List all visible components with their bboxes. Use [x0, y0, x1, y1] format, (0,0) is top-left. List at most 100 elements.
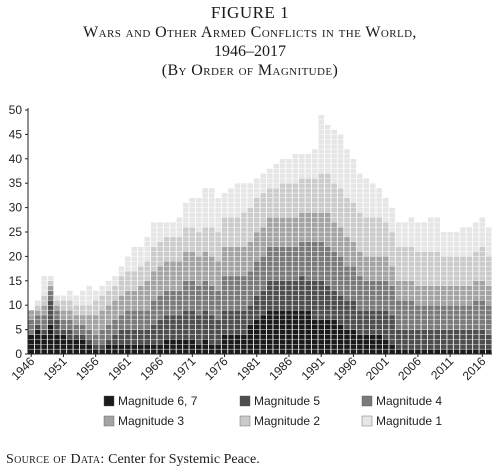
bar-segment-m1: [466, 246, 473, 252]
bar-segment-m4: [86, 329, 93, 335]
bar-segment-m4: [221, 290, 228, 296]
bar-segment-m1: [485, 241, 492, 247]
bar-segment-m3: [272, 241, 280, 247]
bar-segment-m3: [150, 295, 157, 301]
bar-segment-m1: [440, 241, 447, 247]
bar-segment-m2: [472, 261, 480, 267]
bar-segment-m5: [189, 329, 196, 335]
bar-segment-m1: [330, 134, 338, 140]
bar-segment-m3: [189, 261, 196, 267]
bar-segment-m5: [421, 339, 428, 345]
bar-segment-m67: [247, 339, 254, 345]
bar-segment-m1: [324, 143, 331, 150]
bar-segment-m2: [111, 285, 119, 291]
bar-segment-m5: [414, 339, 422, 345]
bar-segment-m1: [369, 192, 376, 199]
bar-segment-m3: [182, 261, 190, 267]
bar-segment-m2: [363, 251, 370, 257]
bar-segment-m67: [272, 319, 280, 325]
bar-segment-m67: [337, 339, 344, 345]
bar-segment-m1: [356, 187, 364, 194]
bar-segment-m5: [169, 334, 177, 340]
bar-segment-m67: [408, 348, 415, 355]
bar-segment-m4: [311, 246, 318, 252]
bar-segment-m4: [279, 275, 286, 281]
bar-segment-m1: [479, 231, 486, 238]
bar-segment-m67: [311, 319, 318, 325]
bar-segment-m4: [214, 305, 222, 311]
bar-segment-m1: [421, 241, 428, 247]
bar-segment-m3: [195, 275, 202, 281]
bar-segment-m1: [182, 217, 190, 223]
bar-segment-m4: [453, 309, 460, 316]
bar-segment-m67: [47, 339, 54, 345]
bar-segment-m2: [298, 197, 306, 203]
bar-segment-m4: [240, 305, 248, 311]
bar-segment-m4: [34, 319, 41, 325]
bar-segment-m2: [118, 285, 125, 291]
bar-segment-m2: [292, 202, 299, 208]
bar-segment-m5: [253, 314, 260, 321]
bar-segment-m1: [272, 168, 280, 174]
bar-segment-m4: [369, 300, 376, 306]
bar-segment-m67: [66, 339, 74, 345]
legend-label: Magnitude 2: [254, 414, 320, 428]
bar-segment-m2: [311, 178, 318, 184]
bar-segment-m4: [356, 285, 364, 291]
bar-segment-m67: [388, 348, 396, 355]
bar-segment-m2: [163, 246, 170, 252]
bar-segment-m2: [343, 212, 351, 218]
bar-segment-m2: [182, 241, 190, 247]
bar-segment-m4: [298, 265, 306, 272]
bar-segment-m67: [279, 309, 286, 316]
bar-segment-m5: [156, 334, 164, 340]
bar-segment-m2: [440, 270, 447, 277]
bar-segment-m1: [485, 226, 492, 233]
bar-segment-m1: [137, 251, 144, 257]
bar-segment-m3: [453, 295, 460, 301]
bar-segment-m2: [472, 265, 480, 272]
bar-segment-m5: [195, 324, 202, 330]
bar-segment-m5: [453, 344, 460, 350]
bar-segment-m3: [305, 222, 312, 228]
bar-segment-m3: [247, 265, 254, 272]
bar-segment-m2: [214, 256, 222, 262]
bar-segment-m2: [414, 261, 422, 267]
bar-segment-m2: [337, 212, 344, 218]
bar-segment-m67: [189, 348, 196, 355]
bar-segment-m4: [266, 270, 273, 277]
bar-segment-m1: [182, 212, 190, 218]
bar-segment-m67: [285, 329, 293, 335]
bar-segment-m5: [285, 290, 293, 296]
bar-segment-m5: [292, 285, 299, 291]
bar-segment-m4: [202, 305, 209, 311]
bar-segment-m4: [382, 290, 389, 296]
bar-segment-m5: [337, 314, 344, 321]
bar-segment-m4: [131, 324, 138, 330]
bar-segment-m5: [79, 334, 86, 340]
bar-segment-m1: [330, 163, 338, 169]
bar-segment-m1: [266, 183, 273, 189]
bar-segment-m4: [260, 256, 267, 262]
bar-segment-m67: [169, 344, 177, 350]
legend-swatch: [103, 395, 115, 407]
bar-segment-m5: [279, 285, 286, 291]
bar-segment-m67: [272, 344, 280, 350]
bar-segment-m1: [98, 285, 106, 291]
bar-segment-m3: [311, 236, 318, 242]
bar-segment-m3: [472, 290, 480, 296]
bar-segment-m1: [182, 207, 190, 213]
bar-segment-m2: [472, 270, 480, 277]
bar-segment-m1: [440, 246, 447, 252]
bar-segment-m2: [176, 236, 183, 242]
bar-segment-m1: [298, 153, 306, 159]
bar-segment-m1: [356, 183, 364, 189]
bar-segment-m5: [414, 334, 422, 340]
bar-segment-m2: [163, 241, 170, 247]
bar-segment-m4: [472, 324, 480, 330]
bar-segment-m67: [253, 344, 260, 350]
bar-segment-m67: [292, 309, 299, 316]
bar-segment-m5: [176, 329, 183, 335]
bar-segment-m2: [298, 192, 306, 199]
bar-segment-m2: [376, 246, 383, 252]
